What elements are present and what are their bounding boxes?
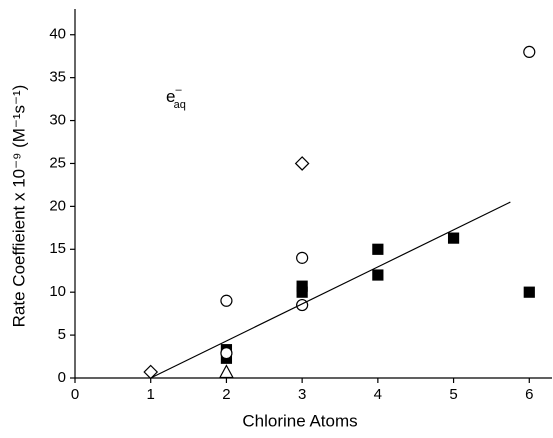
x-axis-label: Chlorine Atoms xyxy=(242,411,357,430)
annotation-subscript: aq xyxy=(174,99,186,111)
square-marker xyxy=(373,244,383,254)
square-marker xyxy=(524,287,534,297)
y-tick-label: 15 xyxy=(49,240,66,257)
diamond-marker xyxy=(296,157,309,170)
y-tick-label: 20 xyxy=(49,197,66,214)
y-axis-label: Rate Coeffieient x 10⁻⁹ (M⁻¹s⁻¹) xyxy=(9,85,28,328)
annotation-superscript: – xyxy=(175,84,182,96)
square-marker xyxy=(373,270,383,280)
fit-line xyxy=(151,202,511,378)
y-tick-label: 0 xyxy=(58,369,66,386)
y-tick-label: 30 xyxy=(49,112,66,129)
y-tick-label: 10 xyxy=(49,283,66,300)
circle-marker xyxy=(221,295,232,306)
x-tick-label: 6 xyxy=(525,386,533,403)
x-tick-label: 4 xyxy=(374,386,382,403)
circle-marker xyxy=(221,348,232,359)
x-tick-label: 5 xyxy=(449,386,457,403)
x-tick-label: 0 xyxy=(71,386,79,403)
x-tick-label: 2 xyxy=(222,386,230,403)
square-marker xyxy=(449,233,459,243)
y-tick-label: 5 xyxy=(58,326,66,343)
circle-marker xyxy=(297,252,308,263)
y-tick-label: 40 xyxy=(49,26,66,43)
circle-marker xyxy=(297,300,308,311)
x-tick-label: 1 xyxy=(147,386,155,403)
triangle-marker xyxy=(220,365,233,377)
annotation: e–aq xyxy=(166,84,186,111)
x-tick-label: 3 xyxy=(298,386,306,403)
y-tick-label: 35 xyxy=(49,69,66,86)
circle-marker xyxy=(524,46,535,57)
diamond-marker xyxy=(144,365,157,378)
y-tick-label: 25 xyxy=(49,154,66,171)
square-marker xyxy=(297,287,307,297)
